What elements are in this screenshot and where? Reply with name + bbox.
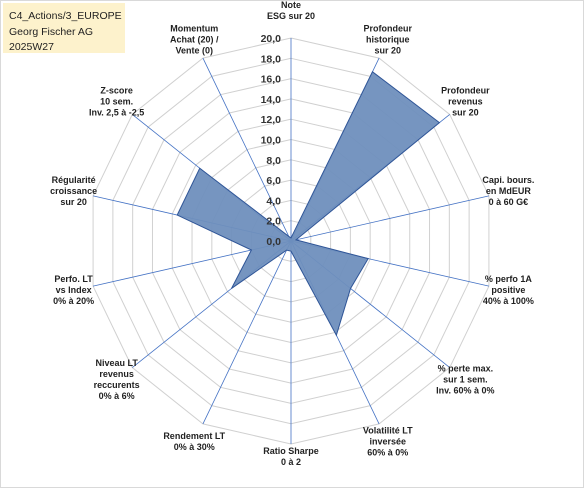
tick-label: 2,0: [266, 216, 281, 228]
axis-label: Z-score 10 sem. Inv. 2,5 à -2,5: [89, 85, 144, 117]
axis-label: Ratio Sharpe 0 à 2: [263, 446, 319, 467]
axis-spoke: [290, 195, 489, 242]
axis-label: Perfo. LT vs Index 0% à 20%: [53, 274, 94, 306]
title-collection: C4_Actions/3_EUROPE: [9, 10, 122, 22]
tick-label: 12,0: [261, 114, 282, 126]
tick-label: 20,0: [261, 33, 282, 45]
axis-label: Profondeur historique sur 20: [364, 24, 413, 56]
title-week: 2025W27: [9, 41, 54, 53]
axis-spoke: [202, 240, 292, 425]
title-company: Georg Fischer AG: [9, 26, 94, 38]
axis-label: % perte max. sur 1 sem. Inv. 60% à 0%: [436, 364, 494, 396]
tick-label: 10,0: [261, 135, 282, 147]
axis-label: Niveau LT revenus reccurents 0% à 6%: [94, 358, 140, 401]
axis-spoke: [202, 57, 292, 242]
axis-label: Momentum Achat (20) / Vente (0): [170, 24, 219, 56]
tick-label: 14,0: [261, 94, 282, 106]
tick-label: 18,0: [261, 53, 282, 65]
chart-title-box: C4_Actions/3_EUROPE Georg Fischer AG 202…: [3, 3, 125, 53]
axis-label: % perfo 1A positive 40% à 100%: [483, 274, 534, 306]
axis-label: Profondeur revenus sur 20: [441, 85, 490, 117]
tick-label: 8,0: [266, 155, 281, 167]
tick-label: 4,0: [266, 195, 281, 207]
axis-label: Note ESG sur 20: [267, 0, 315, 21]
tick-label: 0,0: [266, 236, 281, 248]
axis-label: Régularité croissance sur 20: [50, 175, 97, 207]
axis-label: Rendement LT 0% à 30%: [163, 431, 225, 452]
axis-label: Capi. bours. en MdEUR 0 à 60 G€: [482, 175, 534, 207]
tick-label: 16,0: [261, 74, 282, 86]
data-series: [176, 71, 441, 337]
tick-label: 6,0: [266, 175, 281, 187]
axis-label: Volatilité LT inversée 60% à 0%: [363, 425, 413, 457]
